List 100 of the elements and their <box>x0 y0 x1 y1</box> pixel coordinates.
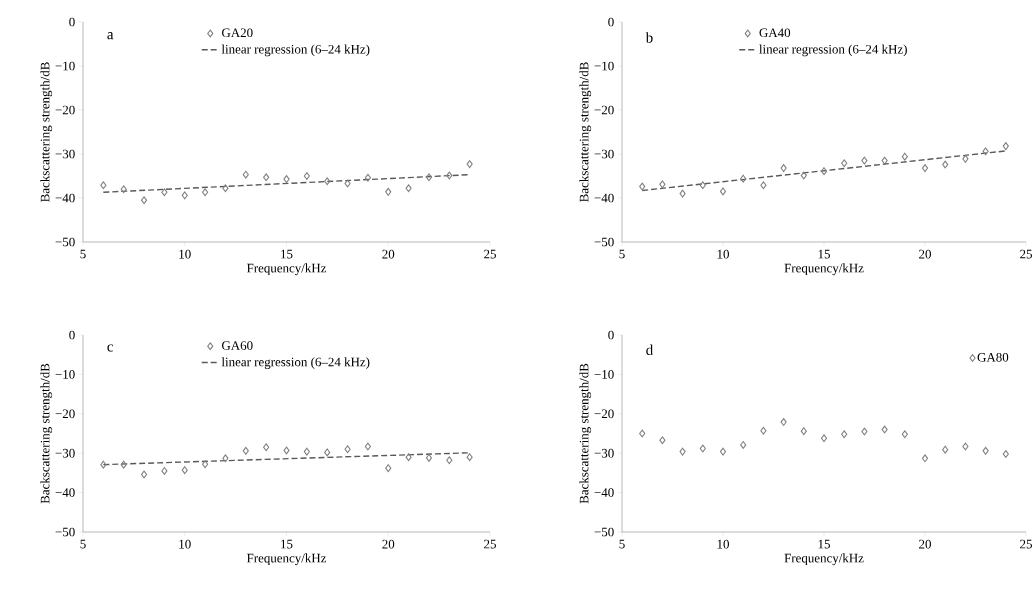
point <box>364 173 371 182</box>
point <box>639 182 646 191</box>
point <box>161 466 168 475</box>
x-tick-label: 10 <box>717 539 729 549</box>
y-tick-label: 0 <box>608 17 614 27</box>
legend-label: GA40 <box>759 28 791 38</box>
point <box>425 453 433 462</box>
point <box>921 164 929 173</box>
point <box>780 418 787 427</box>
y-tick-label: −30 <box>594 149 614 159</box>
x-tick-label: 25 <box>1020 539 1032 549</box>
point <box>202 460 209 469</box>
point <box>140 470 148 479</box>
point <box>841 159 848 168</box>
y-tick-label: 0 <box>69 330 75 340</box>
point <box>841 430 848 439</box>
x-tick-label: 5 <box>619 539 625 549</box>
point <box>699 444 706 453</box>
point <box>800 427 807 436</box>
x-tick-label: 5 <box>619 249 625 259</box>
point <box>1002 142 1009 151</box>
point <box>820 167 828 176</box>
point <box>263 443 270 452</box>
x-tick-label: 5 <box>80 249 86 259</box>
point <box>861 427 868 436</box>
point <box>861 156 868 165</box>
point <box>719 187 727 196</box>
point <box>740 440 747 449</box>
y-tick-label: −30 <box>594 448 614 458</box>
point <box>222 184 229 193</box>
y-tick-label: −20 <box>55 105 75 115</box>
legend-label: linear regression (6–24 kHz) <box>221 357 370 370</box>
y-tick-label: −30 <box>55 448 75 458</box>
point <box>466 453 473 462</box>
point <box>901 430 908 439</box>
y-tick-label: −40 <box>594 193 614 203</box>
y-tick-label: 0 <box>608 330 614 340</box>
point <box>324 177 331 186</box>
point <box>283 175 290 184</box>
point <box>446 456 453 465</box>
point <box>181 191 188 200</box>
point <box>740 174 747 183</box>
point <box>760 181 767 190</box>
point <box>881 156 888 165</box>
point <box>364 442 371 451</box>
y-axis-title: Backscattering strength/dB <box>579 363 592 504</box>
y-tick-label: −10 <box>55 370 75 379</box>
x-tick-label: 15 <box>818 539 830 549</box>
point <box>962 442 969 451</box>
point <box>679 189 686 198</box>
point <box>222 454 229 463</box>
text: b <box>645 32 653 43</box>
point <box>699 181 706 190</box>
y-tick-label: −20 <box>594 409 614 419</box>
point <box>679 447 686 456</box>
point <box>283 446 290 455</box>
x-tick-label: 20 <box>919 539 931 549</box>
x-axis-title: Frequency/kHz <box>246 553 327 566</box>
point <box>901 152 908 161</box>
legend-label: linear regression (6–24 kHz) <box>221 44 370 57</box>
y-tick-label: −50 <box>55 527 75 537</box>
point <box>466 160 473 169</box>
x-axis-title: Frequency/kHz <box>784 263 864 276</box>
x-tick-label: 20 <box>382 249 395 259</box>
point <box>405 184 412 193</box>
y-axis-title: Backscattering strength/dB <box>40 363 53 504</box>
point <box>385 464 392 473</box>
x-tick-label: 10 <box>179 539 191 549</box>
point <box>263 173 270 182</box>
y-tick-label: −40 <box>594 488 614 497</box>
point <box>303 447 310 456</box>
legend-label: linear regression (6–24 kHz) <box>759 44 907 57</box>
x-axis-title: Frequency/kHz <box>246 263 327 276</box>
y-tick-label: −20 <box>594 105 614 115</box>
point <box>921 454 929 463</box>
point <box>780 164 787 173</box>
x-tick-label: 25 <box>484 249 496 259</box>
x-tick-label: 25 <box>484 539 496 549</box>
point <box>100 181 107 190</box>
point <box>344 179 351 188</box>
point <box>161 188 168 197</box>
point <box>639 429 646 438</box>
point <box>659 180 666 189</box>
y-tick-label: −50 <box>594 527 614 537</box>
y-tick-label: −10 <box>594 61 614 71</box>
point <box>982 147 989 156</box>
point <box>385 187 392 196</box>
point <box>982 446 989 455</box>
point <box>800 171 807 180</box>
point <box>140 196 148 205</box>
legend-label: GA60 <box>221 341 253 350</box>
x-tick-label: 15 <box>281 539 293 549</box>
point <box>242 170 249 179</box>
legend-label: GA20 <box>221 28 253 38</box>
y-tick-label: −50 <box>594 237 614 247</box>
point <box>820 434 828 443</box>
x-axis-title: Frequency/kHz <box>784 553 864 566</box>
x-tick-label: 20 <box>382 539 395 549</box>
y-tick-label: −50 <box>55 237 75 247</box>
point <box>446 171 453 180</box>
